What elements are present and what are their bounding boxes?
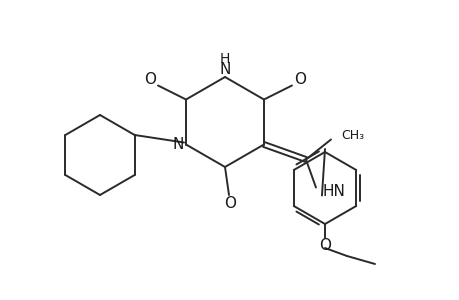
Text: O: O [318,238,330,253]
Text: H: H [219,52,230,66]
Text: O: O [144,72,156,87]
Text: O: O [293,72,305,87]
Text: O: O [224,196,235,211]
Text: CH₃: CH₃ [340,129,364,142]
Text: N: N [219,61,230,76]
Text: N: N [172,137,183,152]
Text: HN: HN [322,184,345,199]
